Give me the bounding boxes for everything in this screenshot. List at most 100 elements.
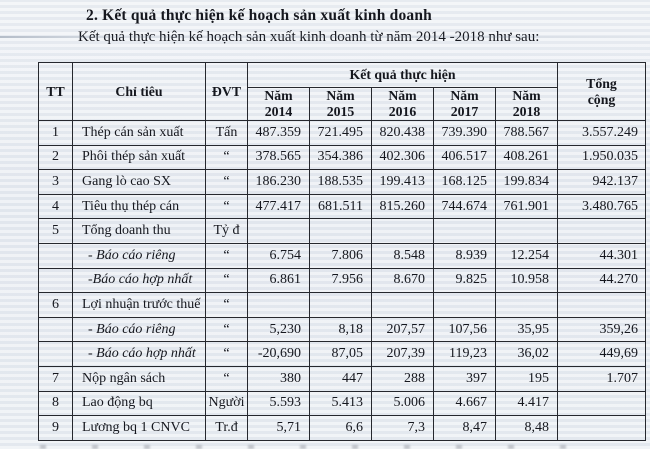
cell-total (557, 415, 646, 441)
results-table: TT Chỉ tiêu ĐVT Kết quả thực hiện Tổng c… (38, 62, 646, 441)
col-header-dvt: ĐVT (205, 62, 248, 121)
cell-label: - Báo cáo hợp nhất (72, 341, 206, 367)
cell-tt: 4 (38, 193, 73, 220)
cell-value: 820.438 (371, 120, 434, 146)
cell-value (247, 218, 310, 244)
cell-label: - Báo cáo riêng (72, 242, 206, 269)
cell-value: 188.535 (309, 169, 372, 195)
cell-value: 4.667 (433, 390, 496, 417)
cell-tt: 7 (38, 365, 73, 392)
cell-value: 4.417 (495, 390, 558, 417)
cell-tt: 9 (38, 415, 73, 441)
col-header-tong-cong: Tổng cộng (557, 62, 646, 121)
cell-value (309, 218, 372, 244)
cell-dvt: Tấn (205, 120, 248, 146)
col-header-chi-tieu: Chỉ tiêu (72, 62, 206, 121)
table-row: 1 Thép cán sản xuất Tấn 487.359 721.495 … (38, 120, 646, 146)
cell-value: 12.254 (495, 242, 558, 269)
section-heading: 2. Kết quả thực hiện kế hoạch sản xuất k… (86, 7, 432, 24)
table-row: 5 Tổng doanh thu Tỷ đ (38, 218, 646, 244)
cell-value: 119,23 (433, 341, 496, 367)
cell-value (247, 292, 310, 318)
cell-value: 380 (247, 365, 310, 392)
cell-total: 3.480.765 (557, 193, 646, 220)
cell-tt: 5 (38, 218, 73, 244)
cell-value: 195 (495, 365, 558, 392)
table-row: 4 Tiêu thụ thép cán “ 477.417 681.511 81… (38, 193, 646, 220)
cell-dvt: Người (205, 390, 248, 417)
cell-value: 8,47 (433, 415, 496, 441)
cell-value: 207,39 (371, 341, 434, 367)
cell-value: 815.260 (371, 193, 434, 220)
cell-value: 6.861 (247, 267, 310, 294)
cell-total (557, 218, 646, 244)
cell-value (495, 292, 558, 318)
cell-label: Nộp ngân sách (72, 365, 206, 392)
cell-value: 397 (433, 365, 496, 392)
cell-value: 9.825 (433, 267, 496, 294)
cell-value: -20,690 (247, 341, 310, 367)
cell-label: Thép cán sản xuất (72, 120, 206, 146)
cell-value: 36,02 (495, 341, 558, 367)
cell-value: 8.939 (433, 242, 496, 269)
header-row-years: Năm 2014 Năm 2015 Năm 2016 Năm 2017 Năm … (39, 87, 646, 121)
col-header-year-2016: Năm 2016 (371, 87, 434, 121)
table-row: - Báo cáo riêng “ 6.754 7.806 8.548 8.93… (38, 242, 646, 269)
cell-value (371, 218, 434, 244)
cell-total: 1.950.035 (557, 144, 646, 171)
cell-value: 288 (371, 365, 434, 392)
cell-value: 744.674 (433, 193, 496, 220)
cell-value: 168.125 (433, 169, 496, 195)
table-row: - Báo cáo riêng “ 5,230 8,18 207,57 107,… (38, 316, 646, 343)
section-subtitle: Kết quả thực hiện kế hoạch sản xuất kinh… (78, 29, 540, 45)
cell-dvt: “ (205, 193, 248, 220)
table-row: 2 Phôi thép sản xuất “ 378.565 354.386 4… (38, 144, 646, 171)
cell-value: 186.230 (247, 169, 310, 195)
table-row: 6 Lợi nhuận trước thuế “ (38, 292, 646, 318)
table-row: 3 Gang lò cao SX “ 186.230 188.535 199.4… (38, 169, 646, 195)
cell-value: 8.670 (371, 267, 434, 294)
col-header-year-2014: Năm 2014 (247, 87, 310, 121)
scan-artifact-cutoff-text (40, 445, 600, 449)
cell-value: 107,56 (433, 316, 496, 343)
table-row: -Báo cáo hợp nhất “ 6.861 7.956 8.670 9.… (38, 267, 646, 294)
cell-value: 8,18 (309, 316, 372, 343)
cell-label: - Báo cáo riêng (72, 316, 206, 343)
cell-value: 402.306 (371, 144, 434, 171)
cell-total: 44.270 (557, 267, 646, 294)
cell-value: 5,230 (247, 316, 310, 343)
cell-value (433, 218, 496, 244)
cell-value: 788.567 (495, 120, 558, 146)
cell-value: 7,3 (371, 415, 434, 441)
cell-dvt: “ (205, 365, 248, 392)
cell-value: 5,71 (247, 415, 310, 441)
cell-value: 408.261 (495, 144, 558, 171)
cell-dvt: Tr.đ (205, 415, 248, 441)
cell-value: 10.958 (495, 267, 558, 294)
cell-value: 8,48 (495, 415, 558, 441)
cell-label: Phôi thép sản xuất (72, 144, 206, 171)
cell-value: 5.006 (371, 390, 434, 417)
cell-value: 207,57 (371, 316, 434, 343)
cell-total: 1.707 (557, 365, 646, 392)
cell-total: 449,69 (557, 341, 646, 367)
cell-dvt: “ (205, 169, 248, 195)
cell-value: 5.413 (309, 390, 372, 417)
cell-label: Tổng doanh thu (72, 218, 206, 244)
cell-total: 942.137 (557, 169, 646, 195)
cell-value: 406.517 (433, 144, 496, 171)
cell-tt: 6 (38, 292, 73, 318)
cell-label: Lao động bq (72, 390, 206, 417)
cell-value: 5.593 (247, 390, 310, 417)
cell-total: 44.301 (557, 242, 646, 269)
cell-value: 199.834 (495, 169, 558, 195)
cell-value: 487.359 (247, 120, 310, 146)
cell-value: 681.511 (309, 193, 372, 220)
col-header-year-2017: Năm 2017 (433, 87, 496, 121)
cell-value: 721.495 (309, 120, 372, 146)
table-row: 8 Lao động bq Người 5.593 5.413 5.006 4.… (38, 390, 646, 417)
cell-value: 7.806 (309, 242, 372, 269)
cell-value: 199.413 (371, 169, 434, 195)
cell-tt (38, 316, 73, 343)
cell-total: 359,26 (557, 316, 646, 343)
